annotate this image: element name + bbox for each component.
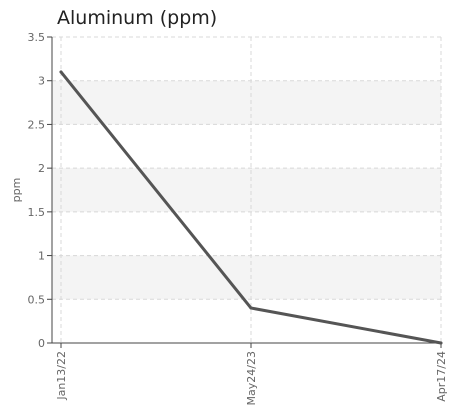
chart-title: Aluminum (ppm) [57, 7, 217, 29]
y-tick-label: 1 [38, 250, 45, 263]
y-tick-label: 0.5 [28, 293, 46, 306]
series-group [59, 70, 443, 345]
data-point [249, 306, 253, 310]
y-tick-label: 3 [38, 75, 45, 88]
y-tick-label: 0 [38, 337, 45, 350]
y-ticks-group: 0 0.5 1 1.5 2 2.5 3 3.5 [28, 31, 52, 350]
grid-band [52, 168, 441, 212]
band-group [52, 80, 441, 300]
x-tick-label: Apr17/24 [435, 351, 448, 402]
x-tick-label: May24/23 [245, 351, 258, 405]
x-ticks-group: Jan13/22 May24/23 Apr17/24 [55, 343, 448, 405]
y-tick-label: 3.5 [28, 31, 46, 44]
axes-group [51, 37, 441, 344]
y-tick-label: 2 [38, 162, 45, 175]
x-tick-label: Jan13/22 [55, 351, 68, 401]
grid-band [52, 255, 441, 300]
data-point [59, 70, 63, 74]
y-axis-label: ppm [10, 178, 23, 203]
y-tick-label: 1.5 [28, 206, 46, 219]
grid-group [52, 36, 442, 343]
data-point [439, 341, 443, 345]
y-tick-label: 2.5 [28, 118, 46, 131]
grid-band [52, 80, 441, 125]
